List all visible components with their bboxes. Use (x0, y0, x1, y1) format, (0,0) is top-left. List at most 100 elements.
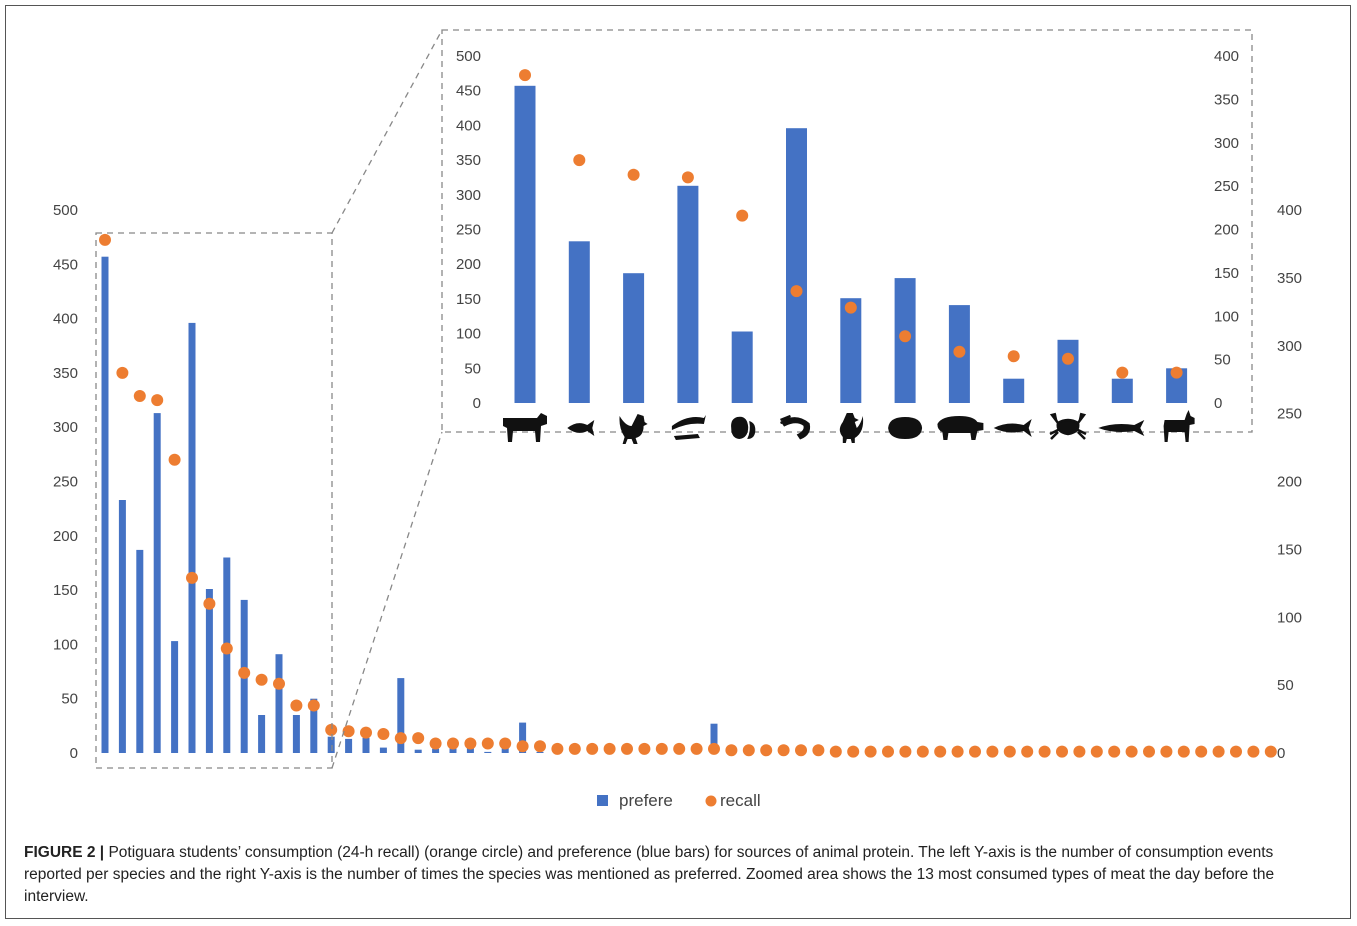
recall-point (951, 745, 964, 758)
recall-point (186, 571, 198, 584)
recall-point (133, 390, 146, 402)
recall-point (273, 677, 285, 690)
recall-point (325, 723, 338, 736)
recall-point (1195, 745, 1208, 758)
recall-point (168, 453, 181, 466)
left-tick-label: 200 (53, 528, 78, 545)
preference-bar (536, 751, 544, 753)
recall-point (899, 745, 912, 758)
recall-point (151, 394, 164, 407)
inset-recall-point (736, 209, 749, 222)
zoom-region (95, 232, 333, 769)
preference-bar (205, 589, 213, 753)
left-tick-label: 250 (53, 474, 78, 491)
inset-recall-point (899, 330, 912, 343)
recall-point (342, 725, 355, 738)
recall-point (412, 732, 425, 745)
preference-bar (258, 715, 266, 753)
right-tick-label: 200 (1277, 474, 1302, 491)
recall-point (1003, 745, 1016, 758)
tuna-icon (993, 419, 1032, 437)
inset-preference-bar (786, 128, 807, 403)
recall-point (864, 745, 877, 758)
recall-point (516, 740, 529, 753)
right-tick-label: 50 (1277, 677, 1294, 694)
recall-point (1247, 745, 1260, 758)
recall-point (1073, 745, 1086, 758)
recall-point (969, 745, 981, 758)
recall-point (499, 737, 512, 750)
recall-point (1090, 745, 1103, 758)
hen-icon (839, 413, 864, 443)
inset-preference-bar (731, 331, 753, 403)
recall-point (934, 745, 947, 758)
left-tick-label: 300 (53, 419, 78, 436)
inset-left-tick-label: 200 (456, 256, 481, 273)
inset-right-tick-label: 400 (1214, 48, 1239, 65)
cattle-icon (503, 413, 547, 442)
preference-bar (362, 737, 370, 753)
recall-point (690, 742, 703, 755)
recall-point (760, 744, 773, 757)
legend-recall-swatch (705, 795, 717, 807)
inset-preference-bar (1003, 378, 1025, 403)
egg-icon (731, 416, 756, 439)
recall-point (673, 742, 686, 755)
shrimp-icon (780, 414, 811, 440)
mullet-icon (1098, 420, 1145, 436)
preference-bar (466, 747, 474, 753)
preference-bar (310, 698, 318, 753)
left-tick-label: 450 (53, 256, 78, 273)
recall-point (1021, 745, 1034, 758)
figure-caption: FIGURE 2 | Potiguara students’ consumpti… (24, 842, 1334, 908)
recall-point (568, 742, 581, 755)
recall-point (603, 742, 616, 755)
inset-left-tick-label: 450 (456, 83, 481, 100)
recall-point (99, 233, 111, 246)
preference-bar (345, 738, 353, 753)
inset-right-tick-label: 250 (1214, 178, 1239, 195)
preference-bar (379, 747, 387, 753)
preference-bar (710, 723, 718, 753)
recall-point (360, 726, 372, 739)
recall-point (551, 742, 564, 755)
inset-left-tick-label: 350 (456, 152, 481, 169)
caption-text: Potiguara students’ consumption (24-h re… (24, 844, 1275, 905)
inset-recall-point (1170, 366, 1183, 379)
recall-point (725, 744, 738, 757)
left-tick-label: 350 (53, 365, 78, 382)
preference-bar (327, 736, 335, 753)
right-tick-label: 250 (1277, 406, 1302, 423)
inset-left-tick-label: 0 (473, 395, 481, 412)
recall-point (795, 744, 807, 757)
recall-point (986, 745, 999, 758)
recall-point (1125, 745, 1138, 758)
inset-right-tick-label: 50 (1214, 352, 1231, 369)
inset-recall-point (519, 69, 531, 82)
recall-point (377, 728, 390, 740)
inset-right-tick-label: 100 (1214, 308, 1239, 325)
recall-point (1108, 745, 1121, 758)
recall-point (638, 742, 651, 755)
inset-preference-bar (1166, 368, 1188, 403)
figure-frame (5, 5, 1351, 919)
recall-point (708, 742, 720, 755)
preference-bar (484, 751, 492, 753)
recall-point (116, 366, 129, 379)
recall-point (812, 744, 825, 757)
inset-recall-point (790, 285, 803, 298)
figure-chart: 0501001502002503003504004505000501001502… (53, 29, 1302, 810)
preference-bar (188, 322, 196, 753)
zoom-connector (331, 431, 443, 769)
recall-point (481, 737, 494, 750)
inset-right-tick-label: 0 (1214, 395, 1222, 412)
recall-point (1160, 745, 1173, 758)
left-tick-label: 50 (61, 691, 78, 708)
recall-point (916, 745, 929, 758)
preference-bar (449, 747, 457, 753)
recall-point (777, 744, 790, 757)
inset-left-tick-label: 100 (456, 326, 481, 343)
caption-label: FIGURE 2 | (24, 844, 105, 861)
inset-preference-bar (1057, 339, 1079, 403)
crab-icon (1049, 412, 1087, 440)
